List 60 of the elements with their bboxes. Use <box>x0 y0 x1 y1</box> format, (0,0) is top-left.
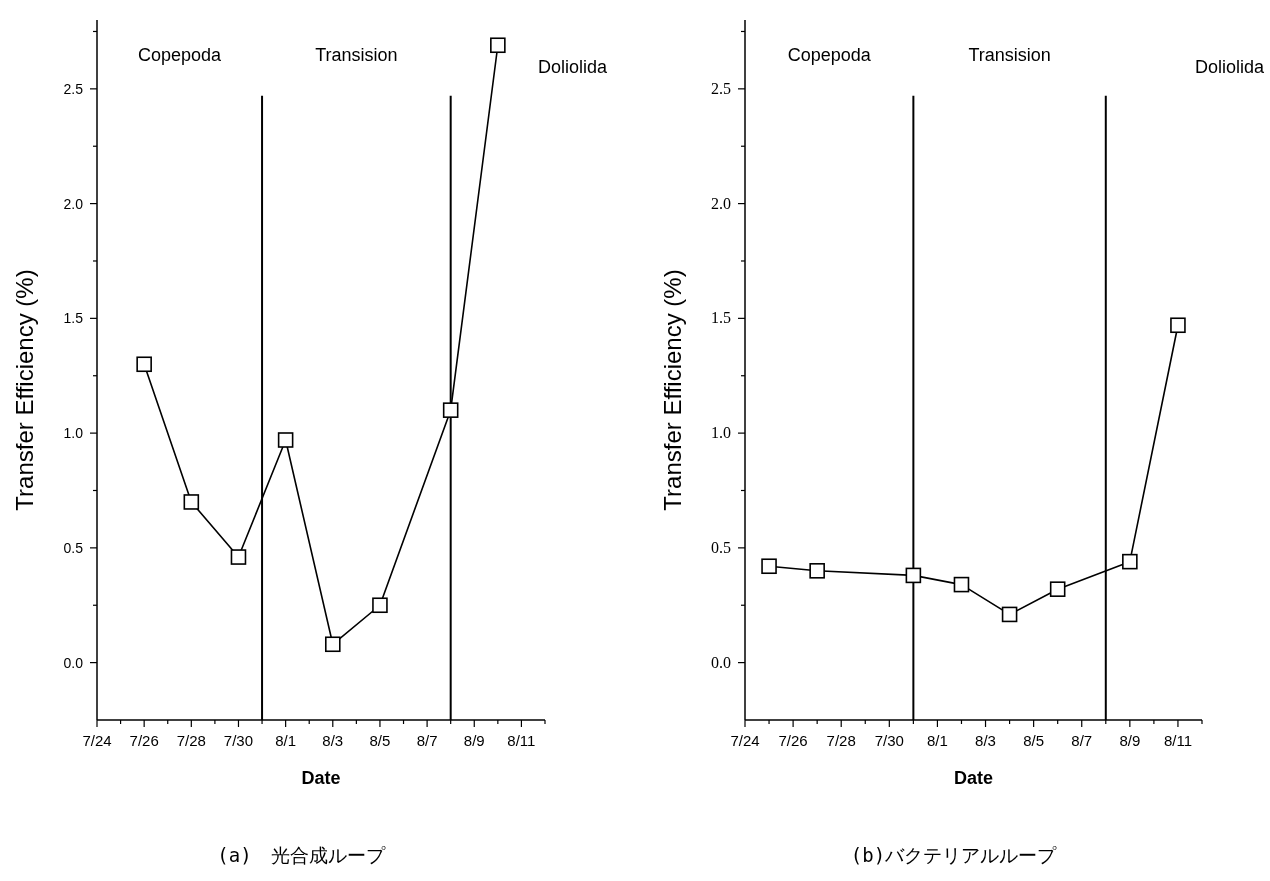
x-tick-label: 7/28 <box>826 732 856 749</box>
point <box>324 636 341 653</box>
x-tick-label: 8/7 <box>1071 732 1093 749</box>
x-tick-label: 8/11 <box>1163 732 1192 749</box>
point <box>183 494 200 510</box>
x-tick-label: 8/9 <box>463 732 485 749</box>
point <box>809 563 825 579</box>
y-tick-label: 2.5 <box>711 79 731 97</box>
x-axis-title: Date <box>953 768 994 788</box>
point <box>442 402 459 418</box>
y-tick-label: 0.0 <box>63 654 84 671</box>
point <box>1001 606 1018 623</box>
y-tick-label: 2.5 <box>63 80 84 97</box>
annotation: Copepoda <box>137 45 223 66</box>
x-tick-label: 7/30 <box>874 732 904 749</box>
annotation: Transision <box>315 45 398 66</box>
y-tick-label: 2.0 <box>711 194 731 212</box>
x-axis-title: Date <box>301 768 341 788</box>
x-tick-label: 8/9 <box>1119 732 1141 749</box>
text: (b)バクテリアルループ <box>850 844 1058 866</box>
x-tick-label: 7/24 <box>730 732 760 749</box>
x-tick-label: 8/3 <box>322 732 344 749</box>
x-tick-label: 8/1 <box>275 732 297 749</box>
x-tick-label: 7/30 <box>223 732 254 749</box>
y-tick-label: 1.5 <box>711 309 731 327</box>
x-tick-label: 8/5 <box>1023 732 1045 749</box>
y-axis-title: Transfer Efficiency (%) <box>659 269 686 511</box>
point <box>953 576 970 593</box>
point <box>761 558 777 575</box>
annotation: Transision <box>968 45 1051 66</box>
y-tick-label: 1.0 <box>711 424 731 442</box>
y-tick-label: 0.5 <box>63 539 84 556</box>
x-tick-label: 7/24 <box>82 732 112 749</box>
annotation: Copepoda <box>787 45 872 66</box>
point <box>230 549 247 565</box>
point <box>1122 553 1138 570</box>
x-tick-label: 7/26 <box>778 732 808 749</box>
y-axis-title: Transfer Efficiency (%) <box>11 269 38 511</box>
x-tick-label: 8/5 <box>369 732 391 749</box>
x-tick-label: 8/3 <box>975 732 996 749</box>
point <box>905 567 922 584</box>
x-tick-label: 8/7 <box>416 732 438 749</box>
point <box>277 432 294 448</box>
x-tick-label: 8/11 <box>507 732 536 749</box>
text: (a) 光合成ループ <box>217 844 386 866</box>
y-tick-label: 1.5 <box>63 310 84 327</box>
y-tick-label: 0.0 <box>711 653 731 671</box>
point <box>372 597 388 614</box>
x-tick-label: 7/28 <box>176 732 206 749</box>
y-tick-label: 1.0 <box>63 425 84 442</box>
point <box>490 37 506 54</box>
annotation: Doliolida <box>537 56 608 77</box>
point <box>1049 581 1066 597</box>
point <box>136 356 152 373</box>
annotation: Doliolida <box>1194 56 1265 77</box>
x-tick-label: 7/26 <box>129 732 159 749</box>
y-tick-label: 2.0 <box>63 195 84 212</box>
point <box>1170 317 1186 334</box>
x-tick-label: 8/1 <box>926 732 948 749</box>
y-tick-label: 0.5 <box>711 538 731 556</box>
